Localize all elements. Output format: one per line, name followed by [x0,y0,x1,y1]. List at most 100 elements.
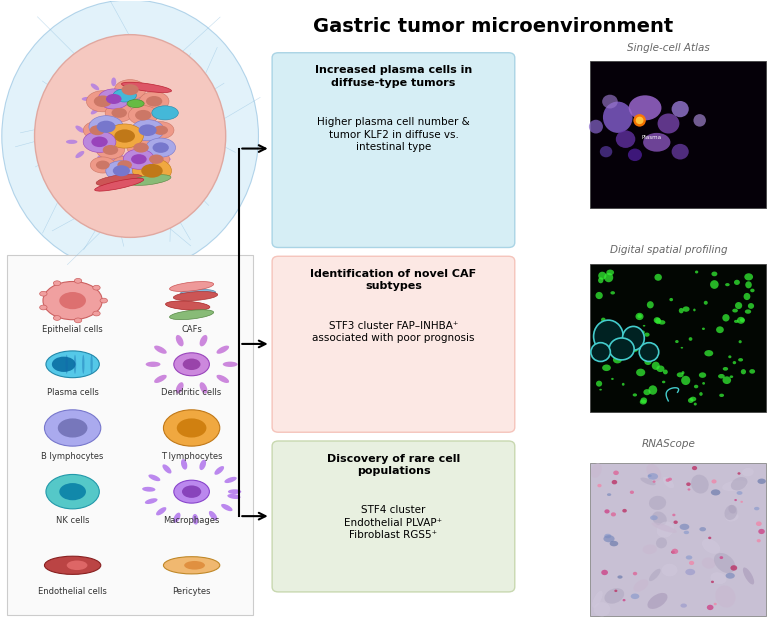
Ellipse shape [685,569,695,575]
Ellipse shape [658,113,680,133]
Ellipse shape [640,399,647,404]
Ellipse shape [173,513,181,523]
FancyBboxPatch shape [272,53,514,247]
Ellipse shape [712,272,717,276]
Ellipse shape [677,372,684,377]
Ellipse shape [133,143,149,153]
Ellipse shape [174,480,209,503]
Ellipse shape [749,369,755,374]
Ellipse shape [743,567,754,584]
Ellipse shape [724,505,738,520]
Ellipse shape [221,504,233,511]
Ellipse shape [622,509,627,513]
Ellipse shape [66,355,68,374]
Ellipse shape [604,273,613,282]
Ellipse shape [153,168,162,175]
Ellipse shape [152,106,179,120]
Ellipse shape [127,99,144,108]
Ellipse shape [115,151,124,158]
Ellipse shape [215,466,224,475]
Ellipse shape [216,375,229,383]
Ellipse shape [160,157,171,161]
Ellipse shape [754,507,760,510]
Text: Higher plasma cell number &
tumor KLF2 in diffuse vs.
intestinal type: Higher plasma cell number & tumor KLF2 i… [317,117,470,152]
Ellipse shape [154,345,167,353]
Ellipse shape [209,511,218,520]
Text: CAFs: CAFs [181,325,202,334]
Ellipse shape [644,389,651,395]
Ellipse shape [146,362,161,367]
Ellipse shape [604,535,615,542]
Ellipse shape [648,474,651,477]
Ellipse shape [672,548,678,554]
Ellipse shape [725,513,738,521]
Ellipse shape [603,102,633,133]
Ellipse shape [222,362,237,367]
Ellipse shape [89,116,123,138]
Ellipse shape [630,343,639,352]
Text: Epithelial cells: Epithelial cells [42,325,103,334]
Ellipse shape [94,96,112,107]
Ellipse shape [602,95,618,108]
Ellipse shape [156,507,166,515]
Ellipse shape [672,101,689,117]
Ellipse shape [662,564,677,576]
Text: Discovery of rare cell
populations: Discovery of rare cell populations [327,454,460,476]
Ellipse shape [139,92,169,111]
Ellipse shape [200,335,207,347]
Ellipse shape [636,369,645,376]
Ellipse shape [121,140,133,144]
Ellipse shape [96,141,124,159]
Ellipse shape [604,534,612,538]
Ellipse shape [146,138,175,157]
Ellipse shape [648,473,658,480]
Ellipse shape [606,270,614,276]
Ellipse shape [757,479,766,484]
Ellipse shape [649,569,661,581]
Ellipse shape [127,138,155,157]
Ellipse shape [716,586,735,608]
Ellipse shape [708,537,711,539]
Ellipse shape [114,80,146,100]
Ellipse shape [181,459,187,470]
Ellipse shape [702,328,705,330]
Ellipse shape [116,143,124,150]
Ellipse shape [636,313,644,320]
Ellipse shape [600,146,612,157]
Ellipse shape [92,311,100,316]
Ellipse shape [597,484,601,487]
Ellipse shape [81,97,92,101]
Ellipse shape [131,154,146,164]
Text: T lymphocytes: T lymphocytes [161,452,222,461]
Ellipse shape [100,298,107,303]
Ellipse shape [686,555,692,560]
Text: Endothelial cells: Endothelial cells [38,587,107,596]
Text: Plasma cells: Plasma cells [47,389,99,398]
Text: Digital spatial profiling: Digital spatial profiling [610,245,727,255]
Ellipse shape [83,131,116,152]
Ellipse shape [722,481,747,491]
Ellipse shape [82,355,85,374]
Ellipse shape [637,314,642,318]
Ellipse shape [647,464,662,481]
Ellipse shape [720,394,724,397]
Ellipse shape [604,588,624,604]
Ellipse shape [720,556,723,559]
Ellipse shape [733,361,736,364]
Ellipse shape [96,160,110,169]
Ellipse shape [46,351,99,377]
Ellipse shape [149,474,161,481]
Ellipse shape [657,521,674,538]
Ellipse shape [116,168,124,175]
Ellipse shape [640,398,647,403]
Ellipse shape [200,460,206,470]
Ellipse shape [714,553,735,573]
Ellipse shape [216,345,229,353]
Ellipse shape [601,323,608,328]
Ellipse shape [741,501,743,503]
Ellipse shape [735,302,742,309]
Ellipse shape [111,77,116,86]
Ellipse shape [711,489,720,496]
Ellipse shape [170,309,214,320]
Ellipse shape [45,410,101,446]
